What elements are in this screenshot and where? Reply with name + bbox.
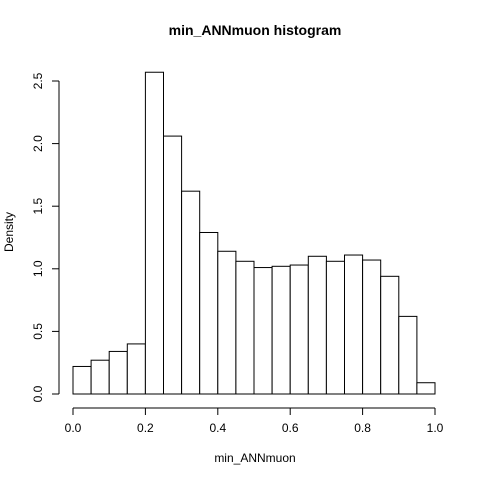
histogram-bar-11 (271, 265, 291, 395)
histogram-bar-16 (362, 259, 382, 395)
histogram-bar-13 (307, 255, 327, 395)
histogram-bar-5 (163, 135, 183, 395)
histogram-bar-4 (144, 71, 164, 395)
x-tick-label-5: 1.0 (427, 421, 444, 435)
y-axis: 0.0 0.5 1.0 1.5 2.0 2.5 (31, 72, 60, 402)
x-tick-label-4: 0.8 (354, 421, 371, 435)
x-tick-label-0: 0.0 (65, 421, 82, 435)
histogram-bar-14 (325, 260, 345, 395)
histogram-bar-18 (398, 315, 418, 395)
y-tick-label-0: 0.0 (31, 385, 45, 402)
x-axis-label: min_ANNmuon (214, 451, 295, 465)
histogram-bar-6 (181, 190, 201, 395)
x-tick-label-2: 0.4 (209, 421, 226, 435)
histogram-bar-8 (217, 250, 237, 395)
histogram-bar-2 (108, 350, 128, 395)
chart-title: min_ANNmuon histogram (169, 22, 342, 38)
histogram-bar-17 (380, 275, 400, 395)
x-tick-label-3: 0.6 (282, 421, 299, 435)
histogram-bar-12 (289, 264, 309, 395)
histogram-bar-19 (416, 382, 436, 395)
histogram-bar-1 (90, 359, 110, 395)
y-tick-label-4: 2.0 (31, 135, 45, 152)
y-tick-label-5: 2.5 (31, 72, 45, 89)
histogram-bar-0 (72, 365, 92, 395)
histogram-bar-3 (126, 343, 146, 395)
histogram-bar-10 (253, 267, 273, 395)
y-tick-label-1: 0.5 (31, 323, 45, 340)
bars-group (72, 71, 436, 395)
histogram-bar-7 (199, 231, 219, 395)
y-tick-label-2: 1.0 (31, 260, 45, 277)
y-tick-label-3: 1.5 (31, 198, 45, 215)
histogram-bar-15 (344, 254, 364, 395)
y-axis-label: Density (2, 212, 16, 252)
histogram-bar-9 (235, 260, 255, 395)
x-axis: 0.0 0.2 0.4 0.6 0.8 1.0 (65, 407, 444, 435)
x-tick-label-1: 0.2 (137, 421, 154, 435)
